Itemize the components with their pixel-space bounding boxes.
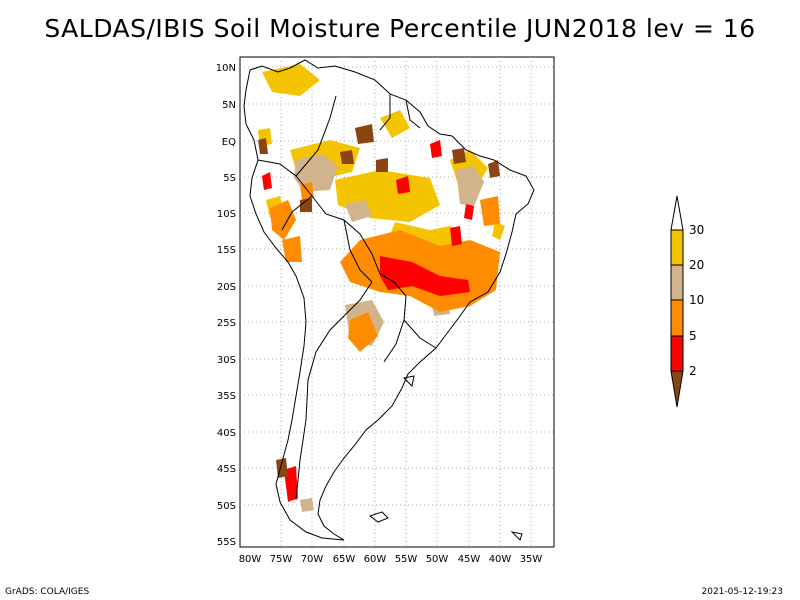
lat-label: 40S (217, 428, 236, 439)
legend-label: 5 (689, 329, 697, 343)
legend-label: 10 (689, 293, 704, 307)
lat-label: 25S (217, 318, 236, 329)
legend-labels: 30 20 10 5 2 (689, 223, 704, 378)
lat-label: 55S (217, 537, 236, 548)
colorbar-legend (670, 195, 684, 408)
longitude-labels: 80W 75W 70W 65W 60W 55W 50W 45W 40W 35W (239, 554, 543, 565)
legend-label: 20 (689, 258, 704, 272)
lon-label: 65W (333, 554, 356, 565)
lat-label: 15S (217, 245, 236, 256)
legend-swatch-20-30 (670, 229, 684, 266)
lon-label: 75W (270, 554, 293, 565)
map-title: SALDAS/IBIS Soil Moisture Percentile JUN… (44, 14, 756, 43)
lon-label: 45W (458, 554, 481, 565)
lat-label: 30S (217, 355, 236, 366)
legend-swatch-above-30 (670, 195, 684, 231)
lat-label: 5N (222, 100, 236, 111)
legend-swatch-below-2 (670, 370, 684, 408)
coastline-and-borders (243, 59, 535, 541)
legend-swatch-2-5 (670, 335, 684, 372)
lon-label: 40W (489, 554, 512, 565)
lat-label: 50S (217, 501, 236, 512)
lat-label: 45S (217, 464, 236, 475)
footer-timestamp: 2021-05-12-19:23 (701, 587, 784, 597)
lat-label: 35S (217, 391, 236, 402)
legend-swatch-10-20 (670, 264, 684, 301)
lon-label: 70W (301, 554, 324, 565)
lat-label: 20S (217, 282, 236, 293)
lon-label: 55W (395, 554, 418, 565)
lon-label: 60W (364, 554, 387, 565)
lat-label: EQ (222, 137, 236, 148)
legend-label: 30 (689, 223, 704, 237)
lat-label: 10S (217, 209, 236, 220)
legend-swatch-5-10 (670, 299, 684, 337)
lon-label: 50W (426, 554, 449, 565)
lat-label: 10N (216, 63, 236, 74)
legend-label: 2 (689, 364, 697, 378)
plot-frame (239, 56, 555, 548)
lon-label: 80W (239, 554, 262, 565)
lon-label: 35W (520, 554, 543, 565)
soil-moisture-shading (258, 64, 505, 512)
lat-label: 5S (223, 173, 236, 184)
latitude-labels: 10N 5N EQ 5S 10S 15S 20S 25S 30S 35S 40S… (216, 63, 236, 548)
islands (368, 375, 523, 541)
footer-credit: GrADS: COLA/IGES (5, 587, 90, 597)
